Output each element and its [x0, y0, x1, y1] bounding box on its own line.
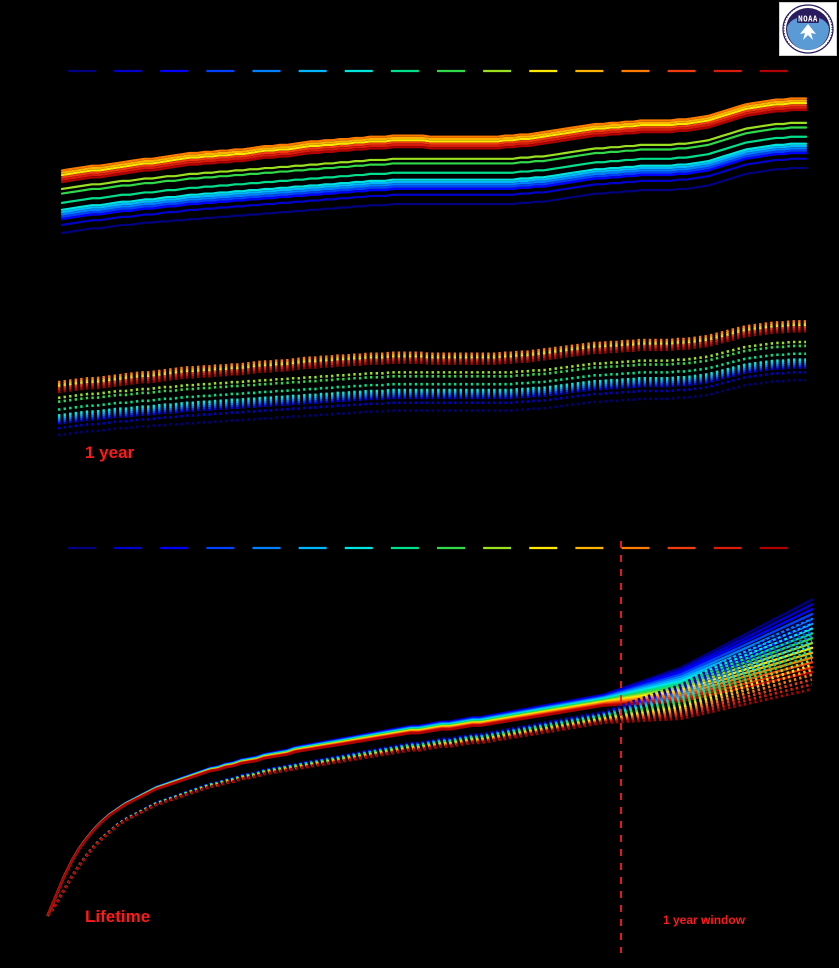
series-line [57, 378, 806, 437]
series-line-dotted [46, 668, 813, 916]
annotation-lifetime: Lifetime [85, 907, 151, 926]
chart-lifetime [46, 541, 814, 953]
series-line [57, 362, 806, 421]
series-line-solid [46, 608, 814, 917]
series-line-solid [46, 666, 814, 917]
series-line [57, 327, 806, 392]
series-line-dotted [46, 683, 813, 916]
series-line [57, 340, 806, 400]
series-line [60, 121, 808, 191]
series-line-dotted [46, 663, 813, 916]
series-line [57, 329, 806, 394]
series-line [60, 97, 808, 172]
series-line [57, 366, 806, 425]
series-line [57, 360, 806, 419]
annotation-one-year: 1 year [85, 443, 135, 462]
series-line-solid [46, 661, 814, 917]
svg-text:NOAA: NOAA [798, 15, 818, 24]
series-line [57, 358, 806, 417]
series-line [57, 344, 806, 404]
series-line [57, 364, 806, 423]
chart-one-year-solid [60, 69, 808, 235]
series-line [60, 144, 808, 214]
series-line [60, 106, 808, 181]
series-line [60, 149, 808, 218]
series-line [60, 126, 808, 195]
noaa-logo: NOAA [779, 2, 837, 56]
series-line [60, 166, 808, 235]
series-line [57, 371, 806, 430]
chart-one-year-dotted [57, 320, 806, 437]
series-line [57, 352, 806, 411]
series-line-dotted [46, 687, 813, 916]
series-line [57, 326, 806, 390]
series-line [60, 151, 808, 221]
series-line [57, 322, 806, 386]
series-line [57, 324, 806, 388]
panel-one-year-solid [0, 60, 839, 280]
series-line [57, 320, 806, 384]
series-line [60, 142, 808, 211]
series-line [60, 102, 808, 177]
panel-one-year-dotted [0, 285, 839, 465]
series-line [60, 135, 808, 204]
series-line-solid [46, 637, 814, 917]
series-line [60, 99, 808, 174]
panel-lifetime [0, 535, 839, 955]
series-line-solid [46, 603, 814, 917]
series-line [60, 157, 808, 227]
series-line [60, 108, 808, 184]
series-line [60, 104, 808, 179]
noaa-seal-icon: NOAA [782, 4, 834, 54]
series-line [60, 147, 808, 216]
annotation-one-year-window: 1 year window [663, 913, 746, 927]
series-line-solid [46, 598, 814, 917]
